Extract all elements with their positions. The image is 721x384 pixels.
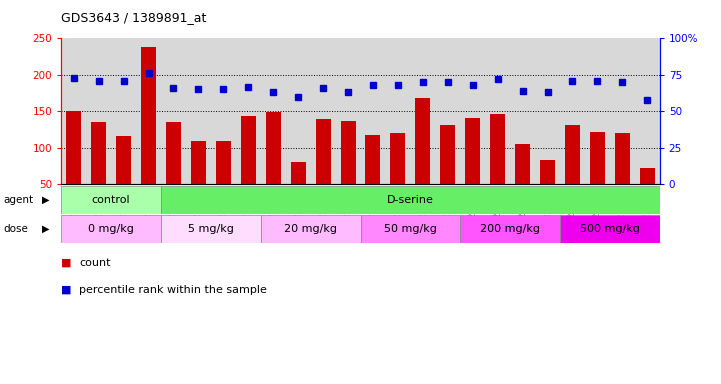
Text: ■: ■ — [61, 258, 72, 268]
Bar — [91, 122, 106, 221]
Bar — [191, 141, 206, 221]
Text: 500 mg/kg: 500 mg/kg — [580, 224, 640, 234]
Bar — [540, 159, 555, 221]
Bar — [261, 215, 360, 243]
Bar — [216, 141, 231, 221]
Bar — [640, 168, 655, 221]
Text: 5 mg/kg: 5 mg/kg — [188, 224, 234, 234]
Text: control: control — [92, 195, 131, 205]
Bar — [565, 125, 580, 221]
Bar — [460, 215, 560, 243]
Text: dose: dose — [4, 224, 29, 234]
Bar — [590, 132, 605, 221]
Text: 50 mg/kg: 50 mg/kg — [384, 224, 437, 234]
Bar — [141, 47, 156, 221]
Bar — [161, 215, 261, 243]
Bar — [66, 111, 81, 221]
Text: agent: agent — [4, 195, 34, 205]
Text: ▶: ▶ — [42, 195, 49, 205]
Bar — [61, 186, 161, 214]
Text: ▶: ▶ — [42, 224, 49, 234]
Text: GDS3643 / 1389891_at: GDS3643 / 1389891_at — [61, 12, 207, 25]
Bar — [490, 114, 505, 221]
Bar — [366, 136, 381, 221]
Bar — [441, 125, 455, 221]
Bar — [166, 122, 181, 221]
Bar — [61, 215, 161, 243]
Text: 0 mg/kg: 0 mg/kg — [88, 224, 134, 234]
Bar — [241, 116, 256, 221]
Bar — [266, 112, 280, 221]
Bar — [560, 215, 660, 243]
Bar — [316, 119, 330, 221]
Bar — [465, 118, 480, 221]
Text: D-serine: D-serine — [387, 195, 434, 205]
Bar — [340, 121, 355, 221]
Text: percentile rank within the sample: percentile rank within the sample — [79, 285, 267, 295]
Bar — [360, 215, 460, 243]
Bar — [116, 136, 131, 221]
Bar — [391, 132, 405, 221]
Bar — [615, 133, 630, 221]
Bar — [161, 186, 660, 214]
Text: 20 mg/kg: 20 mg/kg — [284, 224, 337, 234]
Bar — [291, 162, 306, 221]
Text: ■: ■ — [61, 285, 72, 295]
Bar — [515, 144, 530, 221]
Text: count: count — [79, 258, 111, 268]
Text: 200 mg/kg: 200 mg/kg — [480, 224, 540, 234]
Bar — [415, 98, 430, 221]
